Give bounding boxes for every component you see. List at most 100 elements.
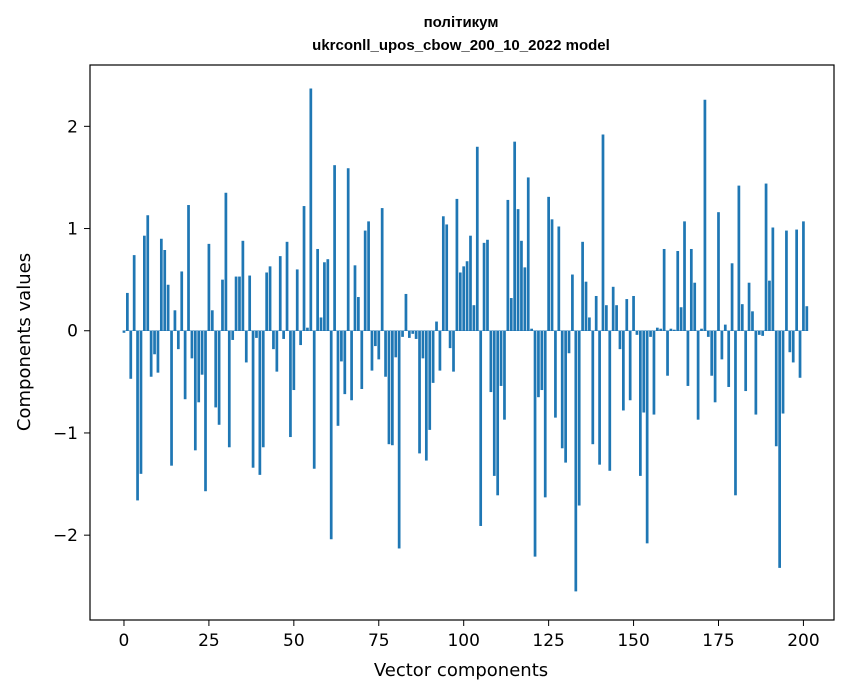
bar-component-2 (129, 330, 133, 379)
bar-component-192 (774, 330, 778, 447)
bar-component-19 (187, 205, 190, 331)
bar-component-180 (734, 330, 737, 496)
bar-component-151 (635, 330, 639, 335)
bar-component-170 (700, 328, 703, 331)
bar-component-36 (244, 330, 248, 363)
bar-component-195 (785, 230, 788, 331)
bar-component-22 (197, 330, 201, 403)
bar-component-142 (605, 305, 608, 331)
bar-component-169 (696, 330, 700, 420)
bar-component-153 (642, 330, 646, 413)
bar-component-75 (377, 330, 381, 360)
bar-component-104 (475, 146, 479, 331)
bar-component-156 (652, 330, 656, 415)
bar-component-43 (268, 266, 272, 331)
bar-component-122 (537, 330, 540, 398)
bar-component-108 (489, 330, 493, 393)
plot-frame (89, 64, 835, 621)
bar-component-50 (292, 330, 296, 391)
bar-component-149 (628, 330, 632, 401)
bar-component-101 (465, 261, 469, 331)
bar-component-106 (482, 242, 486, 331)
bar-component-189 (764, 183, 768, 331)
bar-component-168 (693, 282, 697, 331)
x-axis-ticks: 0 25 50 75 100 125 150 175 200 (119, 620, 820, 651)
bar-component-152 (639, 330, 642, 476)
bar-component-145 (615, 305, 618, 331)
bar-component-96 (448, 330, 452, 349)
bar-component-41 (261, 330, 265, 448)
bar-component-68 (353, 265, 357, 331)
bar-component-5 (139, 330, 143, 474)
bar-component-120 (530, 328, 533, 331)
bar-component-9 (153, 330, 156, 355)
bar-component-127 (554, 330, 557, 418)
y-tick-label: −1 (53, 424, 78, 444)
bar-component-129 (560, 330, 564, 449)
bar-component-94 (441, 216, 445, 331)
bar-component-113 (506, 199, 510, 331)
bar-component-34 (238, 276, 241, 331)
bar-component-138 (591, 330, 595, 445)
bar-component-87 (418, 330, 421, 454)
bar-component-58 (319, 317, 323, 331)
bar-component-121 (533, 330, 537, 557)
bar-component-42 (265, 272, 269, 331)
y-axis-ticks: −2 −1 0 1 2 (53, 117, 90, 546)
bar-component-12 (163, 250, 167, 331)
bar-component-28 (217, 330, 221, 425)
bar-component-86 (414, 330, 418, 339)
bar-component-182 (740, 304, 744, 331)
x-tick-label: 100 (447, 631, 479, 651)
bar-component-55 (309, 88, 313, 331)
bar-component-77 (384, 330, 387, 377)
bar-component-27 (214, 330, 218, 408)
y-axis-label: Components values (14, 253, 35, 431)
bar-component-178 (727, 330, 731, 387)
bar-component-78 (387, 330, 391, 445)
bar-component-157 (655, 327, 659, 331)
bar-component-123 (540, 330, 544, 391)
bar-component-44 (272, 330, 275, 350)
bar-component-88 (421, 330, 425, 359)
bar-component-166 (686, 330, 690, 386)
bar-component-17 (180, 271, 184, 331)
bar-component-102 (469, 235, 472, 331)
bar-component-73 (370, 330, 374, 371)
x-tick-label: 175 (702, 631, 734, 651)
bar-component-60 (326, 259, 330, 331)
bar-component-4 (136, 330, 139, 501)
bar-component-150 (632, 295, 635, 331)
bar-component-158 (659, 328, 663, 331)
bar-component-173 (710, 330, 714, 376)
bar-component-98 (455, 198, 459, 331)
bar-component-6 (143, 235, 146, 331)
bar-component-174 (713, 330, 717, 403)
bar-component-63 (336, 330, 340, 426)
x-axis-label: Vector components (374, 660, 548, 681)
bar-component-118 (523, 267, 527, 331)
bar-component-146 (618, 330, 622, 350)
bar-component-54 (306, 327, 309, 331)
bar-component-3 (132, 255, 136, 331)
bar-component-200 (802, 221, 805, 331)
bar-component-0 (122, 330, 126, 333)
bar-component-163 (676, 251, 680, 331)
bar-component-139 (594, 295, 598, 331)
bar-component-15 (173, 310, 177, 331)
bar-component-67 (350, 330, 353, 401)
bar-component-25 (207, 243, 211, 331)
x-tick-label: 0 (119, 631, 130, 651)
bar-component-23 (200, 330, 204, 375)
bar-component-69 (357, 297, 360, 331)
bar-component-140 (598, 330, 601, 465)
bar-component-141 (601, 134, 605, 331)
bar-component-26 (210, 310, 214, 331)
bar-component-14 (170, 330, 173, 466)
bar-component-128 (557, 226, 561, 331)
bar-component-184 (747, 282, 751, 331)
bar-component-33 (234, 276, 238, 331)
bar-component-66 (346, 168, 350, 331)
bar-component-35 (241, 240, 245, 331)
